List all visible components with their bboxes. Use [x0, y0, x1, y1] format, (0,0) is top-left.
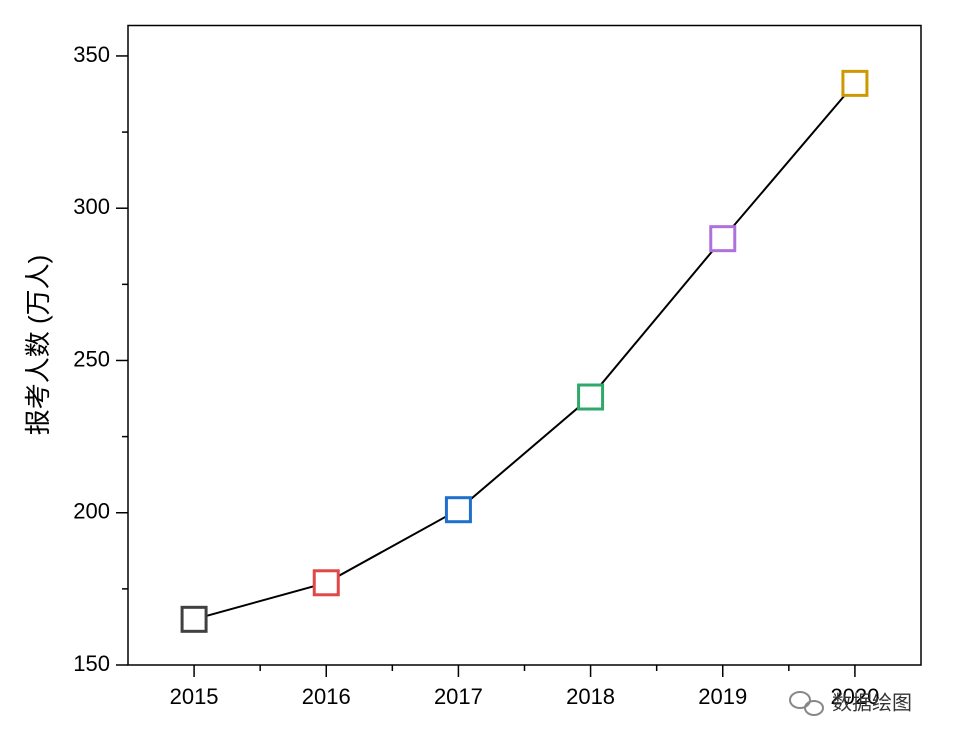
- marker: [709, 225, 737, 253]
- x-tick-label: 2018: [566, 684, 615, 709]
- marker: [180, 605, 208, 633]
- marker: [312, 569, 340, 597]
- x-tick-label: 2020: [830, 684, 879, 709]
- y-axis-label: 报考人数 (万人): [23, 255, 53, 436]
- x-tick-label: 2017: [434, 684, 483, 709]
- marker: [841, 69, 869, 97]
- marker: [577, 383, 605, 411]
- x-tick-label: 2016: [302, 684, 351, 709]
- plot-frame: [127, 24, 922, 666]
- y-tick-label: 250: [73, 346, 110, 371]
- y-tick-label: 150: [73, 651, 110, 676]
- x-tick-label: 2015: [170, 684, 219, 709]
- x-tick-label: 2019: [698, 684, 747, 709]
- watermark-icon: [789, 691, 824, 716]
- y-tick-label: 200: [73, 499, 110, 524]
- series-line: [193, 82, 856, 621]
- marker: [444, 496, 472, 524]
- y-tick-label: 300: [73, 194, 110, 219]
- y-tick-label: 350: [73, 42, 110, 67]
- watermark: 数据绘图: [832, 691, 912, 714]
